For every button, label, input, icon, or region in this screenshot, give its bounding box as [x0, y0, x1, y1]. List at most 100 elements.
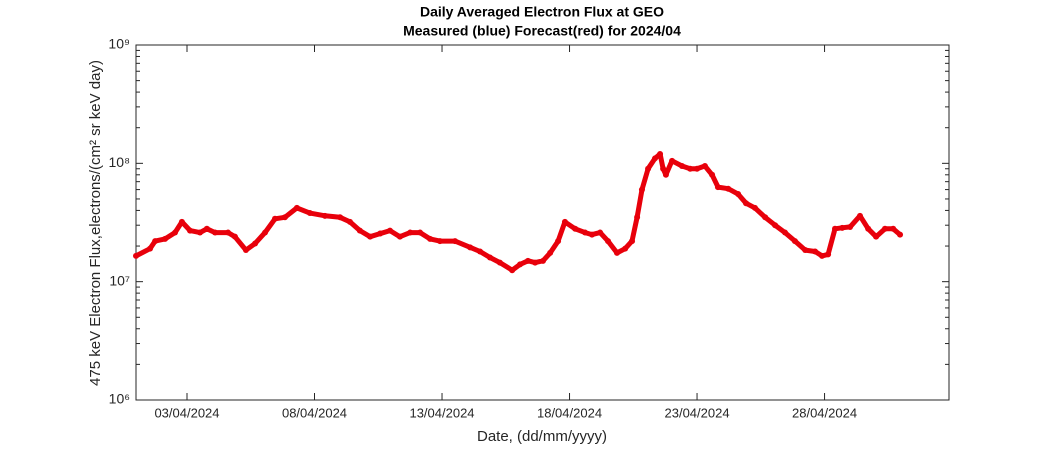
flux-point [638, 186, 645, 193]
flux-point [622, 245, 629, 252]
flux-point [436, 238, 443, 245]
flux-point [477, 248, 484, 255]
y-tick-label: 10⁸ [109, 154, 131, 170]
flux-point [496, 259, 503, 266]
flux-point [386, 227, 393, 234]
flux-point [252, 240, 259, 247]
flux-point [367, 233, 374, 240]
flux-point [281, 214, 288, 221]
flux-point [346, 218, 353, 225]
flux-point [597, 229, 604, 236]
flux-point [532, 259, 539, 266]
flux-point [225, 229, 232, 236]
flux-point [452, 238, 459, 245]
flux-point [839, 224, 846, 231]
flux-point [634, 214, 641, 221]
x-tick-label: 28/04/2024 [792, 405, 857, 420]
flux-point [271, 215, 278, 222]
flux-point [645, 165, 652, 172]
flux-point [547, 249, 554, 256]
flux-point [187, 227, 194, 234]
plot-frame [135, 44, 950, 401]
flux-point [660, 165, 667, 172]
flux-point [662, 171, 669, 178]
chart-title: Daily Averaged Electron Flux at GEO [420, 4, 664, 20]
flux-point [694, 165, 701, 172]
flux-point [725, 185, 732, 192]
flux-point [517, 261, 524, 268]
flux-point [881, 225, 888, 232]
x-tick-label: 13/04/2024 [409, 405, 474, 420]
flux-point [890, 225, 897, 232]
flux-point [613, 249, 620, 256]
x-tick-label: 03/04/2024 [154, 405, 219, 420]
flux-point [582, 229, 589, 236]
flux-point [847, 223, 854, 230]
y-axis-label: 475 keV Electron Flux,electrons/(cm² sr … [87, 60, 104, 386]
x-tick-label: 18/04/2024 [537, 405, 602, 420]
flux-point [802, 247, 809, 254]
flux-point [782, 229, 789, 236]
flux-point [555, 238, 562, 245]
flux-point [427, 235, 434, 242]
flux-point [231, 233, 238, 240]
flux-point [133, 252, 139, 259]
y-tick-label: 10⁹ [108, 36, 130, 52]
flux-point [735, 191, 742, 198]
flux-point [651, 155, 658, 162]
flux-point [687, 165, 694, 172]
flux-point [825, 251, 832, 258]
flux-point [701, 162, 708, 169]
flux-point [147, 245, 154, 252]
flux-point [509, 267, 516, 274]
flux-point [356, 227, 363, 234]
x-tick-label: 08/04/2024 [282, 405, 347, 420]
flux-point [152, 238, 159, 245]
flux-point [669, 157, 676, 164]
y-tick-label: 10⁶ [109, 391, 130, 407]
flux-point [832, 225, 839, 232]
flux-point [178, 218, 185, 225]
flux-point [197, 229, 204, 236]
flux-point [856, 212, 863, 219]
flux-point [714, 184, 721, 191]
flux-point [561, 218, 568, 225]
flux-point [467, 244, 474, 251]
chart-subtitle: Measured (blue) Forecast(red) for 2024/0… [403, 23, 681, 39]
flux-point [812, 248, 819, 255]
flux-point [897, 231, 904, 238]
flux-point [486, 254, 493, 261]
flux-point [212, 229, 219, 236]
flux-point [572, 225, 579, 232]
flux-point [172, 229, 179, 236]
flux-point [743, 200, 750, 207]
flux-point [396, 233, 403, 240]
flux-point [162, 235, 169, 242]
flux-point [337, 214, 344, 221]
flux-point [262, 229, 269, 236]
flux-point [819, 252, 826, 259]
flux-point [605, 238, 612, 245]
y-tick-label: 10⁷ [109, 272, 130, 288]
flux-point [791, 238, 798, 245]
flux-point [293, 204, 300, 211]
flux-point [762, 214, 769, 221]
flux-point [242, 247, 249, 254]
flux-point [873, 233, 880, 240]
flux-point [865, 225, 872, 232]
flux-point [321, 212, 328, 219]
flux-point [772, 222, 779, 229]
flux-point [524, 257, 531, 264]
x-axis-label: Date, (dd/mm/yyyy) [477, 428, 607, 445]
flux-point [629, 238, 636, 245]
flux-point [407, 229, 414, 236]
flux-point [588, 231, 595, 238]
flux-point [203, 225, 210, 232]
flux-point [657, 150, 664, 157]
flux-point [751, 204, 758, 211]
flux-point [377, 230, 384, 237]
flux-point [709, 171, 716, 178]
flux-point [678, 162, 685, 169]
flux-point [417, 229, 424, 236]
